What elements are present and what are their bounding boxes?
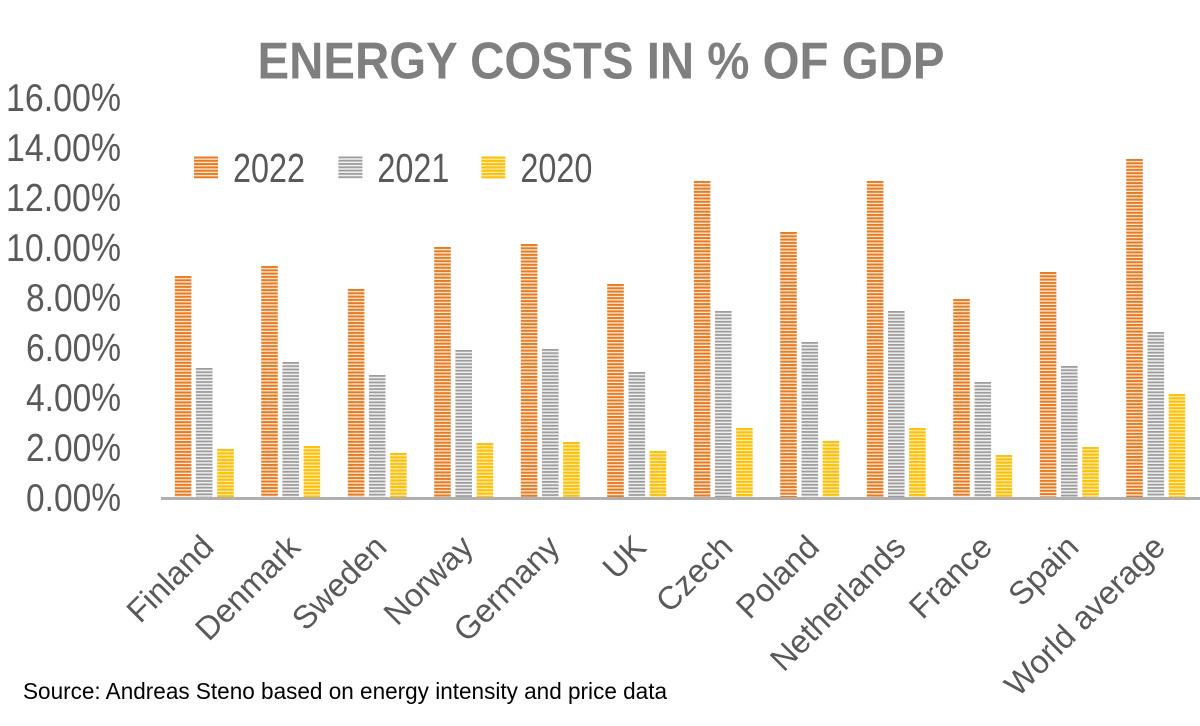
svg-text:Sweden: Sweden xyxy=(285,528,394,637)
svg-text:0.00%: 0.00% xyxy=(26,477,121,520)
svg-text:2021: 2021 xyxy=(377,145,449,191)
svg-text:France: France xyxy=(902,528,999,625)
svg-text:Source: Andreas Steno based on: Source: Andreas Steno based on energy in… xyxy=(23,678,668,704)
svg-text:14.00%: 14.00% xyxy=(6,127,121,170)
svg-text:12.00%: 12.00% xyxy=(6,177,121,220)
svg-text:8.00%: 8.00% xyxy=(26,277,121,320)
svg-text:10.00%: 10.00% xyxy=(6,227,121,270)
svg-text:Czech: Czech xyxy=(649,528,740,619)
svg-text:2.00%: 2.00% xyxy=(26,427,121,470)
svg-text:Spain: Spain xyxy=(1001,528,1085,612)
svg-text:6.00%: 6.00% xyxy=(26,327,121,370)
svg-text:2020: 2020 xyxy=(520,145,592,191)
svg-text:16.00%: 16.00% xyxy=(6,77,121,120)
svg-text:4.00%: 4.00% xyxy=(26,377,121,420)
svg-text:2022: 2022 xyxy=(233,145,305,191)
svg-text:UK: UK xyxy=(596,528,654,586)
svg-text:ENERGY COSTS IN % OF GDP: ENERGY COSTS IN % OF GDP xyxy=(258,33,945,91)
